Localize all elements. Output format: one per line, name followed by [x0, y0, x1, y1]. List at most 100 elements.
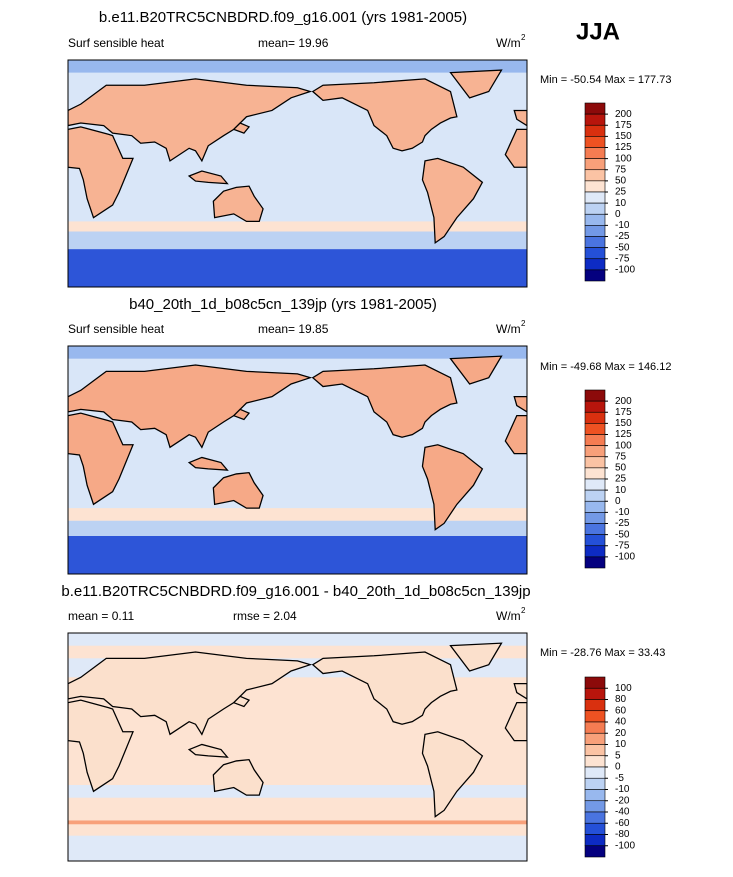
- colorbar-box: [584, 489, 606, 502]
- colorbar-label: 20: [615, 728, 627, 739]
- ocean-band: [68, 221, 527, 232]
- map: [68, 633, 527, 861]
- ocean-band: [68, 508, 527, 521]
- panel-stat: mean= 19.96: [258, 36, 329, 50]
- panel-title: b.e11.B20TRC5CNBDRD.f09_g16.001 (yrs 198…: [99, 9, 467, 26]
- map-frame: [67, 345, 528, 575]
- season-label: JJA: [576, 18, 620, 45]
- colorbar-box: [584, 834, 606, 847]
- colorbar-label: -75: [615, 253, 630, 264]
- colorbar-box: [584, 545, 606, 558]
- colorbar-box: [584, 800, 606, 813]
- arctic-band: [68, 633, 527, 646]
- colorbar-box: [584, 755, 606, 768]
- colorbar-label: 25: [615, 474, 627, 485]
- unit: W/m: [496, 322, 521, 336]
- ocean-band: [68, 536, 527, 574]
- colorbar-box: [584, 136, 606, 148]
- colorbar-label: -50: [615, 242, 630, 253]
- colorbar-box: [584, 789, 606, 802]
- colorbar-label: 25: [615, 187, 627, 198]
- colorbar-label: 175: [615, 120, 632, 131]
- ocean-band: [68, 249, 527, 287]
- colorbar-label: 100: [615, 440, 632, 451]
- colorbar-box: [584, 445, 606, 458]
- colorbar-box: [584, 777, 606, 790]
- colorbar-label: -10: [615, 784, 630, 795]
- colorbar-label: 200: [615, 109, 632, 120]
- colorbar-box: [584, 389, 606, 402]
- colorbar-label: -100: [615, 840, 635, 851]
- colorbar-label: -25: [615, 231, 630, 242]
- map-frame: [67, 632, 528, 862]
- colorbar-label: 75: [615, 451, 627, 462]
- panel-stat: rmse = 2.04: [233, 609, 297, 623]
- min-max: Min = -50.54 Max = 177.73: [540, 74, 671, 86]
- colorbar-label: 5: [615, 750, 621, 761]
- colorbar-box: [584, 676, 606, 689]
- colorbar-label: -40: [615, 807, 630, 818]
- colorbar-label: 150: [615, 418, 632, 429]
- colorbar-label: -100: [615, 265, 635, 276]
- min-max: Min = -28.76 Max = 33.43: [540, 647, 665, 659]
- colorbar-label: 50: [615, 463, 627, 474]
- colorbar-box: [584, 710, 606, 723]
- colorbar-label: -50: [615, 529, 630, 540]
- unit-exponent: 2: [521, 606, 526, 615]
- colorbar-box: [584, 456, 606, 469]
- arctic-band: [68, 60, 527, 73]
- colorbar-label: 175: [615, 407, 632, 418]
- colorbar-box: [584, 147, 606, 159]
- colorbar-box: [584, 512, 606, 524]
- colorbar-box: [584, 202, 606, 215]
- colorbar-label: -80: [615, 829, 630, 840]
- colorbar-label: 50: [615, 176, 627, 187]
- unit-exponent: 2: [521, 33, 526, 42]
- colorbar-box: [584, 124, 606, 137]
- colorbar-box: [584, 113, 606, 126]
- colorbar-label: 10: [615, 198, 627, 209]
- colorbar-box: [584, 556, 606, 569]
- panel-left-label: Surf sensible heat: [68, 322, 165, 336]
- ocean-band: [68, 835, 527, 861]
- unit: W/m: [496, 36, 521, 50]
- colorbar-box: [584, 699, 606, 712]
- colorbar-box: [584, 811, 606, 824]
- colorbar-box: [584, 225, 606, 237]
- colorbar-label: 125: [615, 429, 632, 440]
- ocean-band: [68, 820, 527, 825]
- colorbar-label: 150: [615, 131, 632, 142]
- colorbar-box: [584, 434, 606, 446]
- colorbar-box: [584, 236, 606, 248]
- colorbar-label: 100: [615, 153, 632, 164]
- map: [68, 346, 527, 574]
- colorbar-label: 0: [615, 762, 621, 773]
- colorbar-box: [584, 423, 606, 435]
- colorbar-box: [584, 213, 606, 226]
- panel-title: b.e11.B20TRC5CNBDRD.f09_g16.001 - b40_20…: [61, 583, 530, 600]
- colorbar-box: [584, 400, 606, 413]
- colorbar-box: [584, 478, 606, 491]
- colorbar-label: 200: [615, 396, 632, 407]
- panel-stat: mean= 19.85: [258, 322, 329, 336]
- colorbar-label: -10: [615, 507, 630, 518]
- colorbar-box: [584, 744, 606, 757]
- colorbar-label: -60: [615, 818, 630, 829]
- unit-exponent: 2: [521, 319, 526, 328]
- colorbar-label: -25: [615, 518, 630, 529]
- colorbar-label: 75: [615, 164, 627, 175]
- arctic-band: [68, 346, 527, 359]
- colorbar-box: [584, 534, 606, 547]
- colorbar-box: [584, 169, 606, 182]
- colorbar-box: [584, 721, 606, 734]
- colorbar-label: -100: [615, 552, 635, 563]
- colorbar-box: [584, 258, 606, 271]
- colorbar-box: [584, 158, 606, 171]
- colorbar-box: [584, 845, 606, 858]
- colorbar-label: 80: [615, 694, 627, 705]
- map-frame: [67, 59, 528, 288]
- colorbar-box: [584, 523, 606, 535]
- ocean-band: [68, 785, 527, 798]
- colorbar-label: 100: [615, 683, 632, 694]
